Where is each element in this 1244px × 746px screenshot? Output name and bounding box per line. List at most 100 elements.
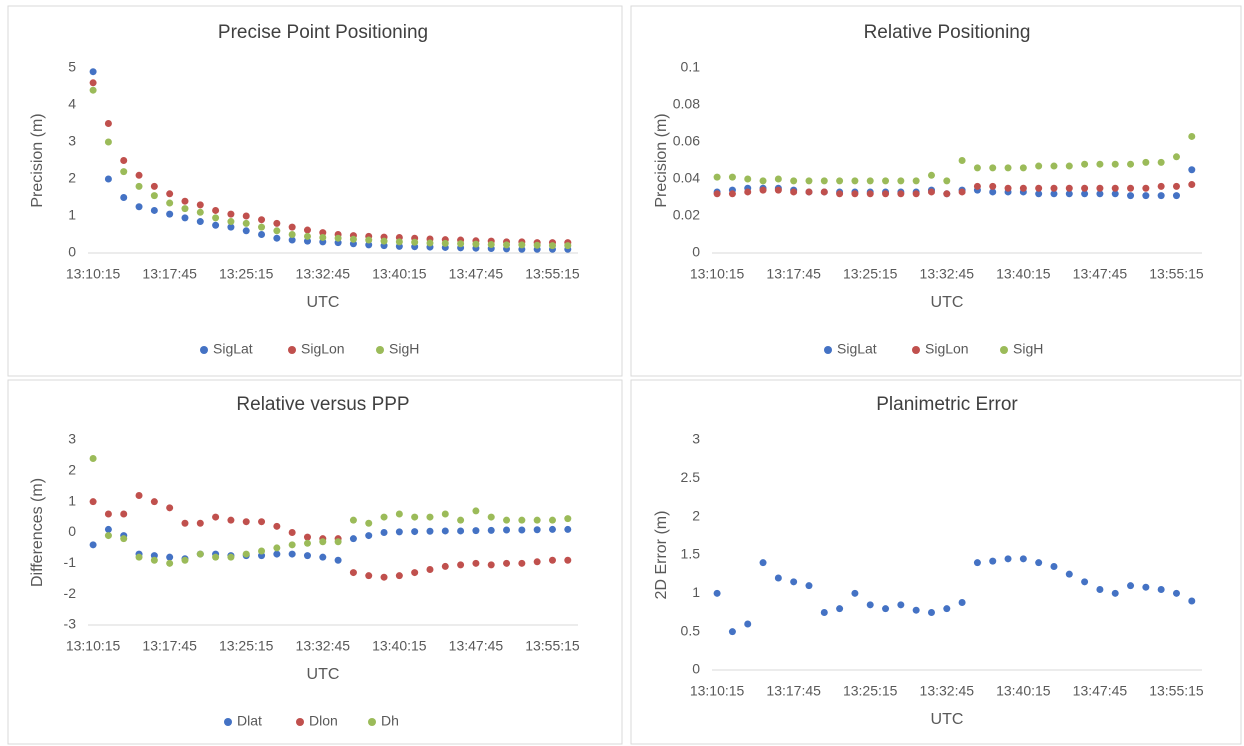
data-point (1096, 184, 1104, 192)
data-point (805, 582, 813, 590)
data-point (472, 240, 480, 248)
data-point (1004, 164, 1012, 172)
data-point (166, 199, 174, 207)
y-tick-label: 1 (68, 207, 76, 223)
data-point (1157, 586, 1165, 593)
data-point (1188, 132, 1196, 140)
data-point (135, 171, 143, 179)
data-point (242, 219, 250, 227)
data-point (533, 241, 541, 249)
data-point (288, 236, 296, 244)
data-point (866, 601, 874, 609)
panel-frame (630, 379, 1242, 745)
data-point (303, 539, 311, 547)
data-point (713, 173, 721, 181)
data-point (1188, 597, 1196, 605)
data-point (989, 188, 997, 196)
data-point (334, 538, 342, 546)
y-tick-label: 0.06 (673, 133, 700, 149)
legend-marker (1000, 346, 1008, 354)
x-axis-title: UTC (931, 294, 964, 311)
legend-marker (824, 346, 832, 354)
data-point (487, 561, 495, 569)
x-tick-label: 13:40:15 (372, 638, 427, 654)
data-point (790, 578, 798, 586)
data-point (564, 525, 572, 533)
data-point (790, 188, 798, 196)
data-point (89, 86, 97, 94)
data-point (395, 572, 403, 580)
data-point (1127, 184, 1135, 192)
data-point (1050, 184, 1058, 192)
data-point (227, 553, 235, 561)
data-point (212, 513, 220, 521)
data-point (1081, 578, 1089, 586)
x-axis-title: UTC (931, 711, 964, 728)
x-tick-label: 13:17:45 (142, 266, 197, 282)
data-point (836, 605, 844, 613)
data-point (744, 188, 752, 196)
data-point (166, 504, 174, 512)
data-point (288, 541, 296, 549)
data-point (288, 550, 296, 558)
y-tick-label: 0 (68, 523, 76, 539)
legend-label: SigLon (301, 341, 345, 357)
data-point (89, 455, 97, 462)
y-tick-label: 4 (68, 96, 76, 112)
data-point (866, 190, 874, 198)
data-point (851, 589, 859, 597)
data-point (774, 175, 782, 183)
legend-marker (288, 346, 296, 354)
data-point (426, 513, 434, 521)
data-point (472, 507, 480, 515)
data-point (1111, 589, 1119, 597)
data-point (349, 535, 357, 543)
data-point (503, 559, 511, 567)
data-point (728, 190, 736, 198)
data-point (196, 201, 204, 209)
legend-label: Dlat (237, 713, 262, 729)
panel-frame (7, 379, 623, 745)
data-point (518, 516, 526, 524)
data-point (426, 239, 434, 247)
data-point (150, 498, 158, 506)
data-point (897, 601, 905, 609)
data-point (820, 609, 828, 616)
data-point (258, 216, 266, 224)
data-point (912, 177, 920, 185)
data-point (426, 566, 434, 573)
data-point (411, 513, 419, 521)
data-point (150, 182, 158, 190)
x-tick-label: 13:32:45 (920, 266, 975, 282)
data-point (759, 177, 767, 185)
data-point (518, 241, 526, 249)
y-tick-label: 1 (68, 492, 76, 508)
x-axis-title: UTC (307, 294, 340, 311)
data-point (319, 538, 327, 546)
x-tick-label: 13:10:15 (690, 266, 745, 282)
data-point (258, 231, 266, 238)
data-point (303, 533, 311, 541)
data-point (135, 203, 143, 211)
data-point (1035, 162, 1043, 170)
data-point (273, 522, 281, 530)
data-point (258, 518, 266, 526)
x-tick-label: 13:25:15 (843, 266, 898, 282)
data-point (472, 527, 480, 535)
data-point (805, 177, 813, 185)
data-point (973, 182, 981, 190)
data-point (548, 556, 556, 564)
data-point (303, 232, 311, 240)
data-point (1096, 586, 1104, 593)
y-tick-label: 0.08 (673, 96, 700, 112)
data-point (1188, 166, 1196, 174)
y-tick-label: -2 (64, 585, 77, 601)
chart-title: Relative versus PPP (236, 394, 409, 415)
data-point (1188, 181, 1196, 189)
data-point (288, 223, 296, 231)
y-tick-label: 5 (68, 59, 76, 75)
legend-label: SigLat (213, 341, 253, 357)
data-point (744, 620, 752, 628)
data-point (1065, 162, 1073, 170)
data-point (135, 553, 143, 561)
